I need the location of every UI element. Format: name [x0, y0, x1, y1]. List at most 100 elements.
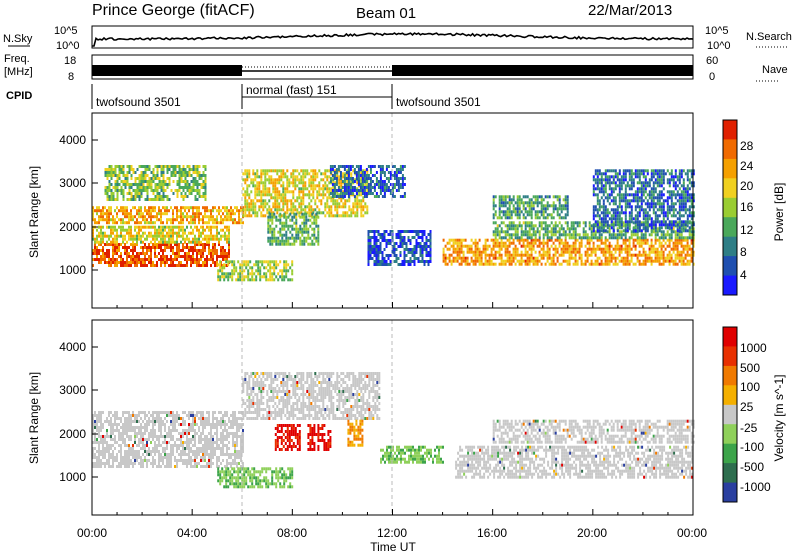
echo-cell	[650, 226, 653, 230]
echo-cell	[148, 186, 151, 189]
echo-cell	[399, 177, 402, 180]
echo-cell	[146, 209, 148, 213]
echo-cell	[369, 168, 372, 171]
echo-cell	[178, 252, 180, 255]
echo-cell	[288, 208, 291, 212]
echo-cell	[620, 178, 623, 182]
echo-cell	[395, 236, 398, 239]
echo-cell	[568, 250, 571, 254]
echo-cell	[150, 264, 152, 267]
echo-cell	[343, 189, 346, 192]
echo-cell	[528, 204, 531, 208]
echo-cell	[349, 168, 352, 171]
echo-cell	[248, 184, 251, 188]
echo-cell	[379, 236, 382, 239]
echo-cell	[98, 225, 100, 229]
echo-cell	[134, 195, 137, 198]
echo-cell	[638, 181, 641, 185]
echo-cell	[602, 211, 605, 215]
nsearch-label: N.Search	[746, 31, 792, 43]
echo-cell	[628, 247, 631, 251]
echo-cell	[272, 205, 275, 209]
echo-cell	[458, 244, 461, 248]
echo-cell	[216, 209, 218, 213]
echo-cell	[403, 195, 406, 198]
echo-cell	[460, 238, 463, 242]
echo-cell	[560, 262, 563, 266]
echo-cell	[251, 278, 254, 282]
echo-cell	[492, 204, 495, 208]
echo-cell	[198, 171, 201, 174]
echo-cell	[654, 226, 657, 230]
echo-cell	[170, 243, 172, 246]
echo-cell	[518, 253, 521, 257]
echo-cell	[202, 255, 204, 258]
echo-cell	[536, 262, 539, 266]
echo-cell	[446, 241, 449, 245]
echo-cell	[666, 211, 669, 215]
echo-cell	[136, 192, 139, 195]
echo-cell	[614, 187, 617, 191]
echo-cell	[134, 183, 137, 186]
echo-cell	[518, 241, 521, 245]
echo-cell	[518, 213, 521, 217]
echo-cell	[644, 187, 647, 191]
echo-cell	[166, 243, 168, 246]
echo-cell	[146, 221, 148, 225]
echo-cell	[162, 231, 164, 235]
echo-cell	[148, 249, 150, 252]
echo-cell	[618, 230, 621, 234]
echo-cell	[186, 189, 189, 192]
echo-cell	[198, 174, 201, 177]
echo-cell	[532, 195, 535, 199]
echo-cell	[504, 216, 507, 220]
echo-cell	[198, 165, 201, 168]
echo-cell	[640, 253, 643, 257]
echo-cell	[299, 230, 302, 234]
echo-cell	[556, 207, 559, 211]
echo-cell	[387, 242, 390, 245]
echo-cell	[312, 193, 315, 197]
echo-cell	[146, 252, 148, 255]
echo-cell	[642, 193, 645, 197]
echo-cell	[542, 247, 545, 251]
echo-cell	[233, 266, 236, 270]
echo-cell	[304, 205, 307, 209]
echo-cell	[662, 253, 665, 257]
echo-cell	[548, 253, 551, 257]
echo-cell	[425, 251, 428, 254]
echo-cell	[116, 215, 118, 219]
echo-cell	[296, 169, 299, 173]
echo-cell	[610, 223, 613, 227]
echo-cell	[172, 240, 174, 244]
echo-cell	[222, 252, 224, 255]
echo-cell	[216, 252, 218, 255]
echo-cell	[188, 240, 190, 244]
echo-cell	[554, 238, 557, 242]
echo-cell	[656, 208, 659, 212]
echo-cell	[314, 175, 317, 179]
echo-cell	[614, 247, 617, 251]
echo-cell	[194, 246, 196, 249]
echo-cell	[634, 172, 637, 176]
echo-cell	[632, 172, 635, 176]
echo-cell	[448, 238, 451, 242]
echo-cell	[116, 252, 118, 255]
echo-cell	[506, 213, 509, 217]
echo-cell	[279, 275, 282, 279]
echo-cell	[102, 237, 104, 241]
echo-cell	[130, 174, 133, 177]
echo-cell	[642, 241, 645, 245]
echo-cell	[690, 230, 693, 234]
echo-cell	[574, 238, 577, 242]
echo-cell	[221, 272, 224, 276]
echo-cell	[528, 244, 531, 248]
echo-cell	[604, 224, 607, 228]
echo-cell	[662, 236, 665, 240]
echo-cell	[552, 247, 555, 251]
echo-cell	[604, 214, 607, 218]
echo-cell	[498, 233, 501, 237]
echo-cell	[162, 177, 165, 180]
echo-cell	[344, 214, 347, 218]
echo-cell	[297, 233, 300, 237]
